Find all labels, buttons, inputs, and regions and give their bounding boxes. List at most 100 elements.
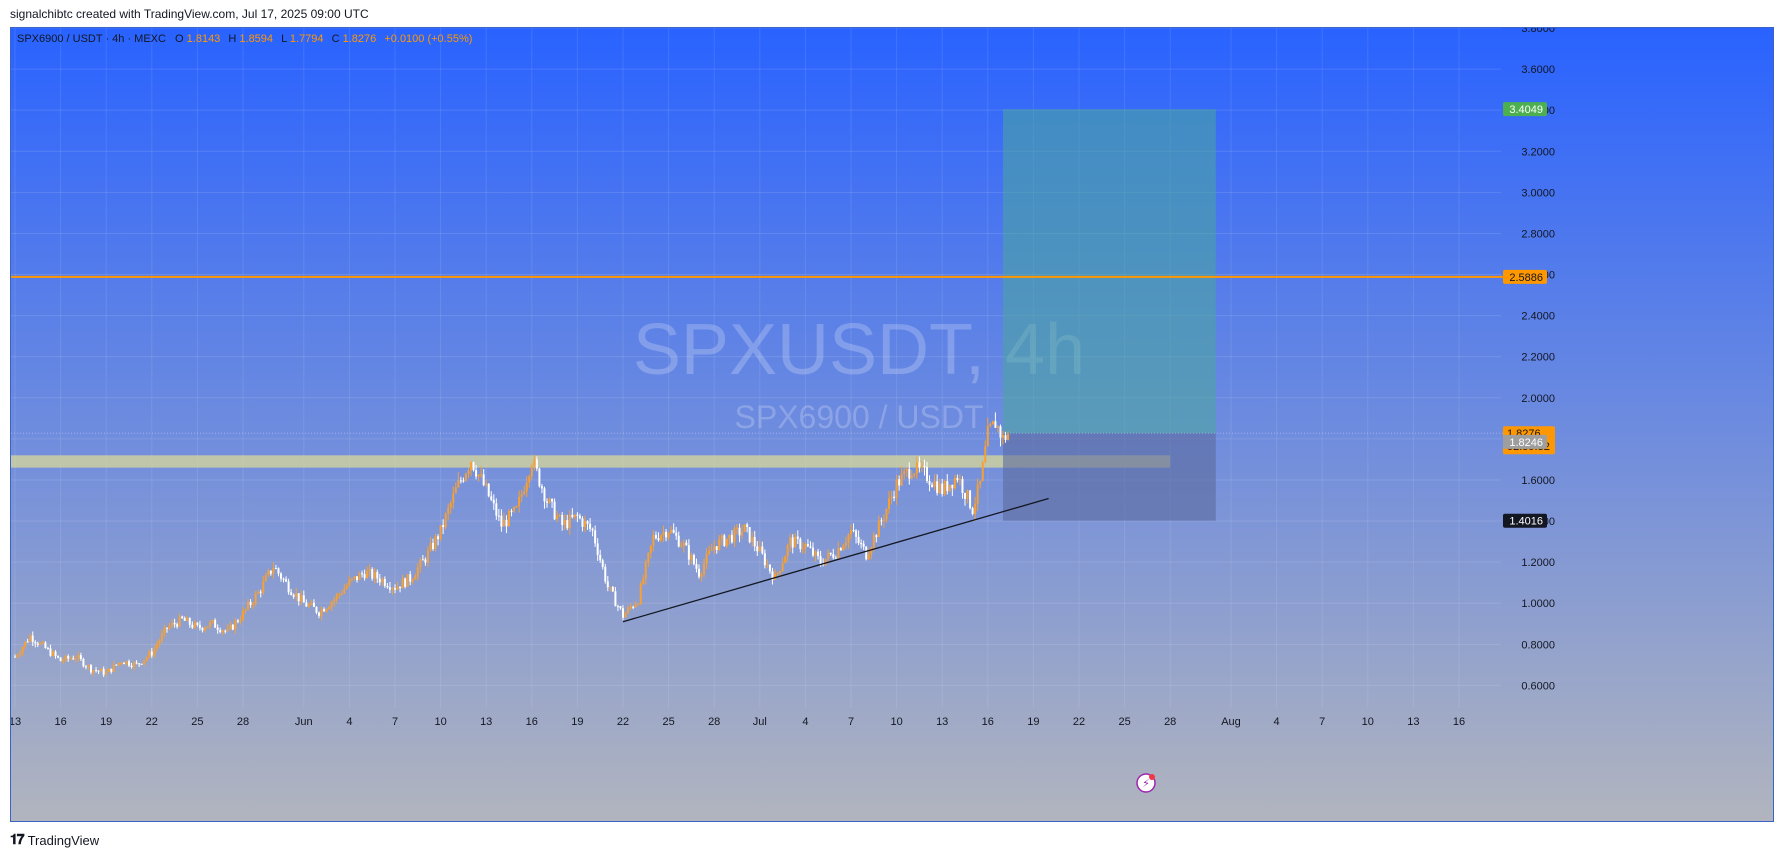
candle-body bbox=[426, 550, 429, 563]
candle-body bbox=[444, 513, 447, 528]
time-tick-label: 25 bbox=[191, 716, 203, 728]
candle-body bbox=[761, 546, 764, 554]
candle-body bbox=[622, 608, 624, 618]
candle-body bbox=[705, 553, 708, 564]
candle-body bbox=[140, 663, 143, 665]
candle-body bbox=[181, 616, 184, 618]
candle-body bbox=[637, 604, 640, 606]
candle-body bbox=[155, 644, 158, 649]
time-tick-label: 4 bbox=[346, 716, 352, 728]
candle-body bbox=[926, 467, 928, 482]
support-zone[interactable] bbox=[11, 455, 1171, 468]
time-tick-label: Jun bbox=[295, 716, 313, 728]
candle-body bbox=[497, 515, 500, 517]
candle-body bbox=[875, 535, 878, 538]
candle-body bbox=[903, 470, 906, 475]
candle-body bbox=[495, 503, 498, 516]
candle-body bbox=[964, 493, 966, 499]
long-stop-zone[interactable] bbox=[1003, 433, 1216, 521]
candle-body bbox=[642, 578, 645, 584]
candle-body bbox=[806, 543, 809, 547]
low-label: L bbox=[281, 33, 287, 45]
candle-body bbox=[870, 548, 873, 555]
candle-body bbox=[657, 538, 660, 541]
trendline[interactable] bbox=[622, 497, 1049, 623]
candle-body bbox=[670, 529, 673, 533]
candle-body bbox=[21, 647, 24, 654]
candle-body bbox=[1004, 435, 1007, 440]
candle-body bbox=[404, 578, 407, 587]
candle-body bbox=[259, 591, 262, 593]
candle-body bbox=[779, 571, 782, 573]
candle-body bbox=[74, 658, 77, 660]
candle-body bbox=[77, 655, 80, 659]
candle-body bbox=[599, 555, 602, 561]
candle-body bbox=[62, 660, 65, 662]
candle-body bbox=[649, 545, 652, 553]
candle-body bbox=[363, 574, 366, 579]
candle-body bbox=[34, 641, 37, 644]
candle-body bbox=[715, 546, 718, 550]
watermark-subtitle: SPX6900 / USDT bbox=[735, 399, 984, 435]
candle-body bbox=[1007, 434, 1010, 440]
candle-body bbox=[609, 586, 612, 588]
long-target-zone[interactable] bbox=[1003, 109, 1216, 434]
candle-body bbox=[110, 668, 113, 672]
candle-body bbox=[46, 648, 49, 650]
stop-price-tag bbox=[1503, 513, 1547, 528]
alert-icon[interactable]: ⚡ bbox=[1136, 773, 1156, 793]
resistance-price-tag-text: 2.5886 bbox=[1509, 272, 1543, 284]
candle-body bbox=[320, 609, 323, 616]
candle-body bbox=[680, 546, 683, 548]
candle-body bbox=[307, 604, 310, 607]
candle-body bbox=[82, 658, 85, 667]
candle-body bbox=[941, 483, 944, 495]
candle-body bbox=[24, 641, 27, 648]
candle-body bbox=[242, 610, 244, 620]
time-tick-label: Aug bbox=[1221, 716, 1241, 728]
candle-body bbox=[191, 624, 194, 628]
candle-body bbox=[472, 462, 475, 471]
candle-body bbox=[905, 469, 908, 471]
candle-body bbox=[105, 671, 108, 675]
candle-body bbox=[725, 538, 728, 546]
candle-body bbox=[285, 579, 288, 582]
candle-body bbox=[282, 578, 285, 580]
candle-body bbox=[974, 503, 977, 514]
candle-body bbox=[812, 547, 814, 556]
candle-body bbox=[107, 668, 110, 672]
candle-body bbox=[31, 635, 34, 642]
time-tick-label: 10 bbox=[1362, 716, 1374, 728]
candle-body bbox=[804, 543, 807, 549]
candle-body bbox=[432, 543, 434, 549]
candle-body bbox=[611, 586, 614, 592]
candle-body bbox=[850, 530, 852, 535]
price-tick-label: 0.6000 bbox=[1521, 680, 1555, 692]
chart-panel[interactable]: SPXUSDT, 4h SPX6900 / USDT 0.6000 0.8000 1… bbox=[10, 27, 1774, 822]
candle-body bbox=[766, 564, 769, 566]
time-tick-label: 16 bbox=[982, 716, 994, 728]
time-tick-label: Jul bbox=[753, 716, 767, 728]
candle-body bbox=[672, 529, 675, 533]
candle-body bbox=[928, 481, 931, 485]
time-tick-label: 28 bbox=[708, 716, 720, 728]
candle-body bbox=[986, 425, 989, 447]
candle-body bbox=[353, 576, 356, 579]
candle-body bbox=[206, 626, 209, 629]
time-tick-label: 4 bbox=[802, 716, 808, 728]
candle-body bbox=[214, 620, 217, 628]
candle-body bbox=[667, 532, 670, 538]
candle-body bbox=[748, 527, 751, 543]
candle-body bbox=[44, 642, 47, 649]
candle-body bbox=[348, 579, 351, 586]
candle-body bbox=[966, 490, 969, 499]
candle-body bbox=[989, 424, 992, 426]
candle-body bbox=[910, 475, 913, 479]
candle-body bbox=[594, 530, 597, 544]
candle-body bbox=[239, 619, 242, 622]
price-chart[interactable]: SPXUSDT, 4h SPX6900 / USDT 0.60000.80001… bbox=[11, 28, 1774, 822]
candle-body bbox=[781, 563, 784, 572]
candle-body bbox=[87, 665, 90, 667]
change-value: +0.0100 (+0.55%) bbox=[384, 33, 472, 45]
candle-body bbox=[249, 601, 252, 605]
